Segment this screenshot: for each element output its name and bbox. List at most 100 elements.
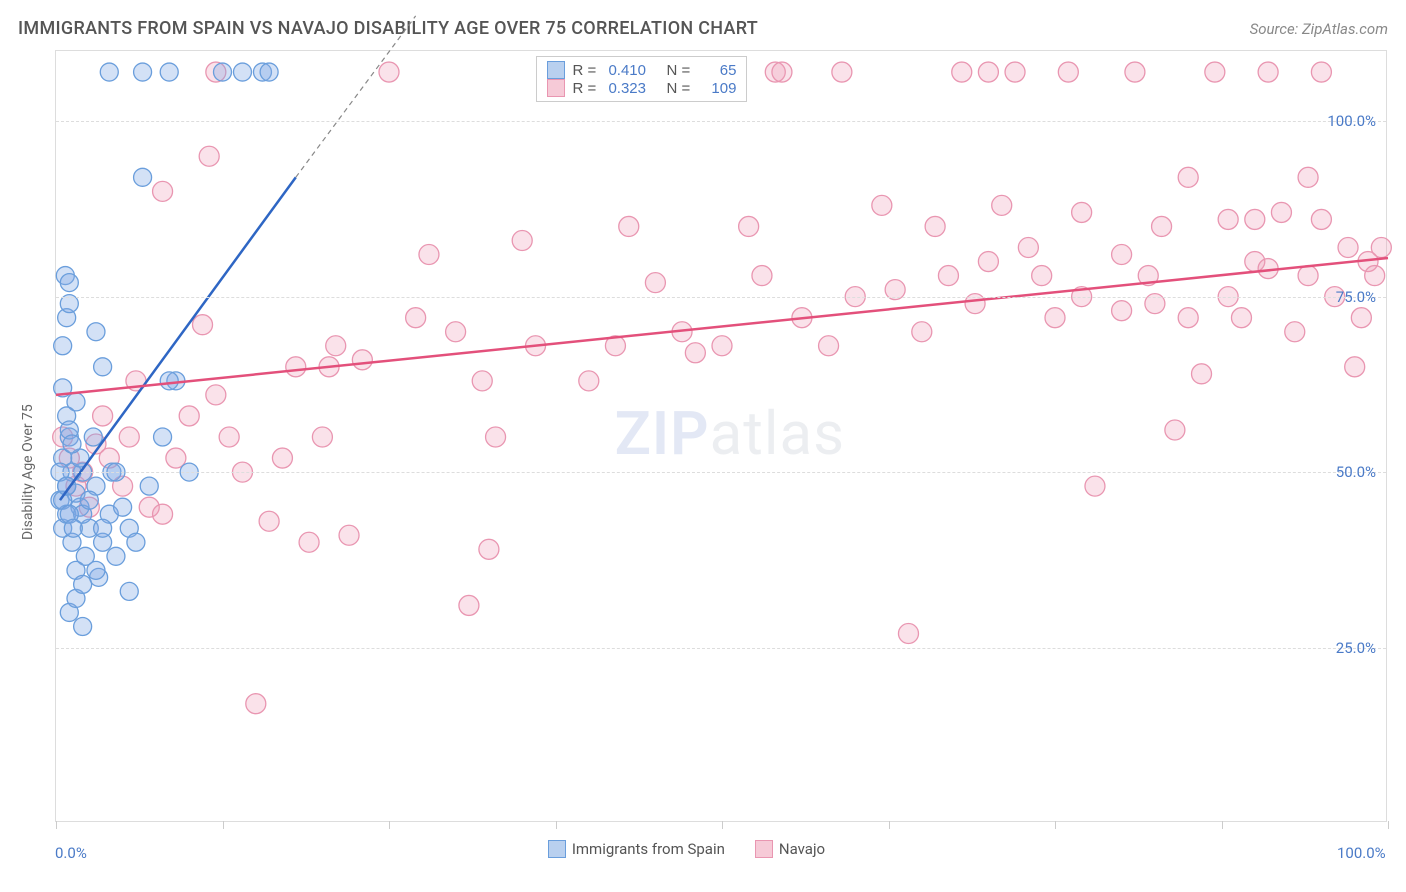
stats-swatch	[547, 79, 565, 97]
legend-swatch	[755, 840, 773, 858]
stats-legend-box: R = 0.410 N = 65R = 0.323 N = 109	[536, 56, 748, 102]
data-point	[978, 62, 998, 82]
data-point	[120, 582, 138, 600]
y-tick-label: 100.0%	[1327, 112, 1376, 130]
data-point	[140, 477, 158, 495]
trend-line-extrapolated	[296, 16, 416, 177]
data-point	[119, 427, 139, 447]
y-axis-label: Disability Age Over 75	[20, 404, 36, 540]
legend-item: Navajo	[755, 840, 825, 858]
legend-label: Immigrants from Spain	[572, 840, 725, 858]
data-point	[80, 491, 98, 509]
x-tick	[556, 821, 557, 829]
stats-r-value: 0.410	[608, 62, 646, 79]
grid-line	[56, 648, 1386, 649]
data-point	[1371, 238, 1391, 258]
data-point	[1112, 301, 1132, 321]
data-point	[214, 63, 232, 81]
stats-n-value: 65	[702, 62, 736, 79]
data-point	[1338, 238, 1358, 258]
data-point	[94, 358, 112, 376]
legend-label: Navajo	[779, 840, 825, 858]
data-point	[712, 336, 732, 356]
data-point	[1298, 266, 1318, 286]
data-point	[206, 385, 226, 405]
stats-n-label: N =	[654, 80, 694, 97]
data-point	[1365, 266, 1385, 286]
data-point	[64, 519, 82, 537]
data-point	[259, 511, 279, 531]
data-point	[1192, 364, 1212, 384]
data-point	[619, 216, 639, 236]
data-point	[1178, 308, 1198, 328]
data-point	[1231, 308, 1251, 328]
x-tick	[56, 821, 57, 829]
plot-svg	[56, 51, 1386, 821]
data-point	[446, 322, 466, 342]
grid-line	[56, 297, 1386, 298]
data-point	[512, 230, 532, 250]
chart-container: IMMIGRANTS FROM SPAIN VS NAVAJO DISABILI…	[0, 0, 1406, 892]
stats-n-label: N =	[654, 62, 694, 79]
stats-row: R = 0.323 N = 109	[547, 79, 737, 97]
data-point	[1058, 62, 1078, 82]
data-point	[107, 547, 125, 565]
data-point	[114, 498, 132, 516]
data-point	[87, 323, 105, 341]
data-point	[479, 539, 499, 559]
legend-item: Immigrants from Spain	[548, 840, 725, 858]
data-point	[1085, 476, 1105, 496]
data-point	[74, 617, 92, 635]
x-tick	[389, 821, 390, 829]
data-point	[63, 435, 81, 453]
data-point	[1258, 62, 1278, 82]
data-point	[912, 322, 932, 342]
x-tick	[223, 821, 224, 829]
data-point	[685, 343, 705, 363]
data-point	[872, 195, 892, 215]
data-point	[1072, 202, 1092, 222]
data-point	[1018, 238, 1038, 258]
data-point	[246, 694, 266, 714]
data-point	[60, 274, 78, 292]
chart-title: IMMIGRANTS FROM SPAIN VS NAVAJO DISABILI…	[18, 18, 758, 39]
data-point	[154, 428, 172, 446]
data-point	[379, 62, 399, 82]
data-point	[739, 216, 759, 236]
data-point	[1165, 420, 1185, 440]
data-point	[1351, 308, 1371, 328]
data-point	[134, 168, 152, 186]
data-point	[1245, 209, 1265, 229]
data-point	[832, 62, 852, 82]
data-point	[312, 427, 332, 447]
data-point	[819, 336, 839, 356]
data-point	[472, 371, 492, 391]
data-point	[1005, 62, 1025, 82]
x-tick	[889, 821, 890, 829]
data-point	[1298, 167, 1318, 187]
data-point	[1205, 62, 1225, 82]
bottom-legend: Immigrants from Spain Navajo	[548, 840, 825, 858]
y-tick-label: 75.0%	[1336, 288, 1376, 306]
data-point	[752, 266, 772, 286]
data-point	[1285, 322, 1305, 342]
data-point	[93, 406, 113, 426]
data-point	[1152, 216, 1172, 236]
data-point	[272, 448, 292, 468]
data-point	[645, 273, 665, 293]
data-point	[153, 181, 173, 201]
data-point	[992, 195, 1012, 215]
data-point	[419, 245, 439, 265]
data-point	[286, 357, 306, 377]
legend-swatch	[548, 840, 566, 858]
data-point	[219, 427, 239, 447]
data-point	[406, 308, 426, 328]
x-tick	[722, 821, 723, 829]
data-point	[925, 216, 945, 236]
stats-row: R = 0.410 N = 65	[547, 61, 737, 79]
data-point	[1045, 308, 1065, 328]
stats-r-label: R =	[573, 62, 601, 79]
title-bar: IMMIGRANTS FROM SPAIN VS NAVAJO DISABILI…	[18, 18, 1388, 39]
data-point	[1345, 357, 1365, 377]
y-tick-label: 50.0%	[1336, 463, 1376, 481]
